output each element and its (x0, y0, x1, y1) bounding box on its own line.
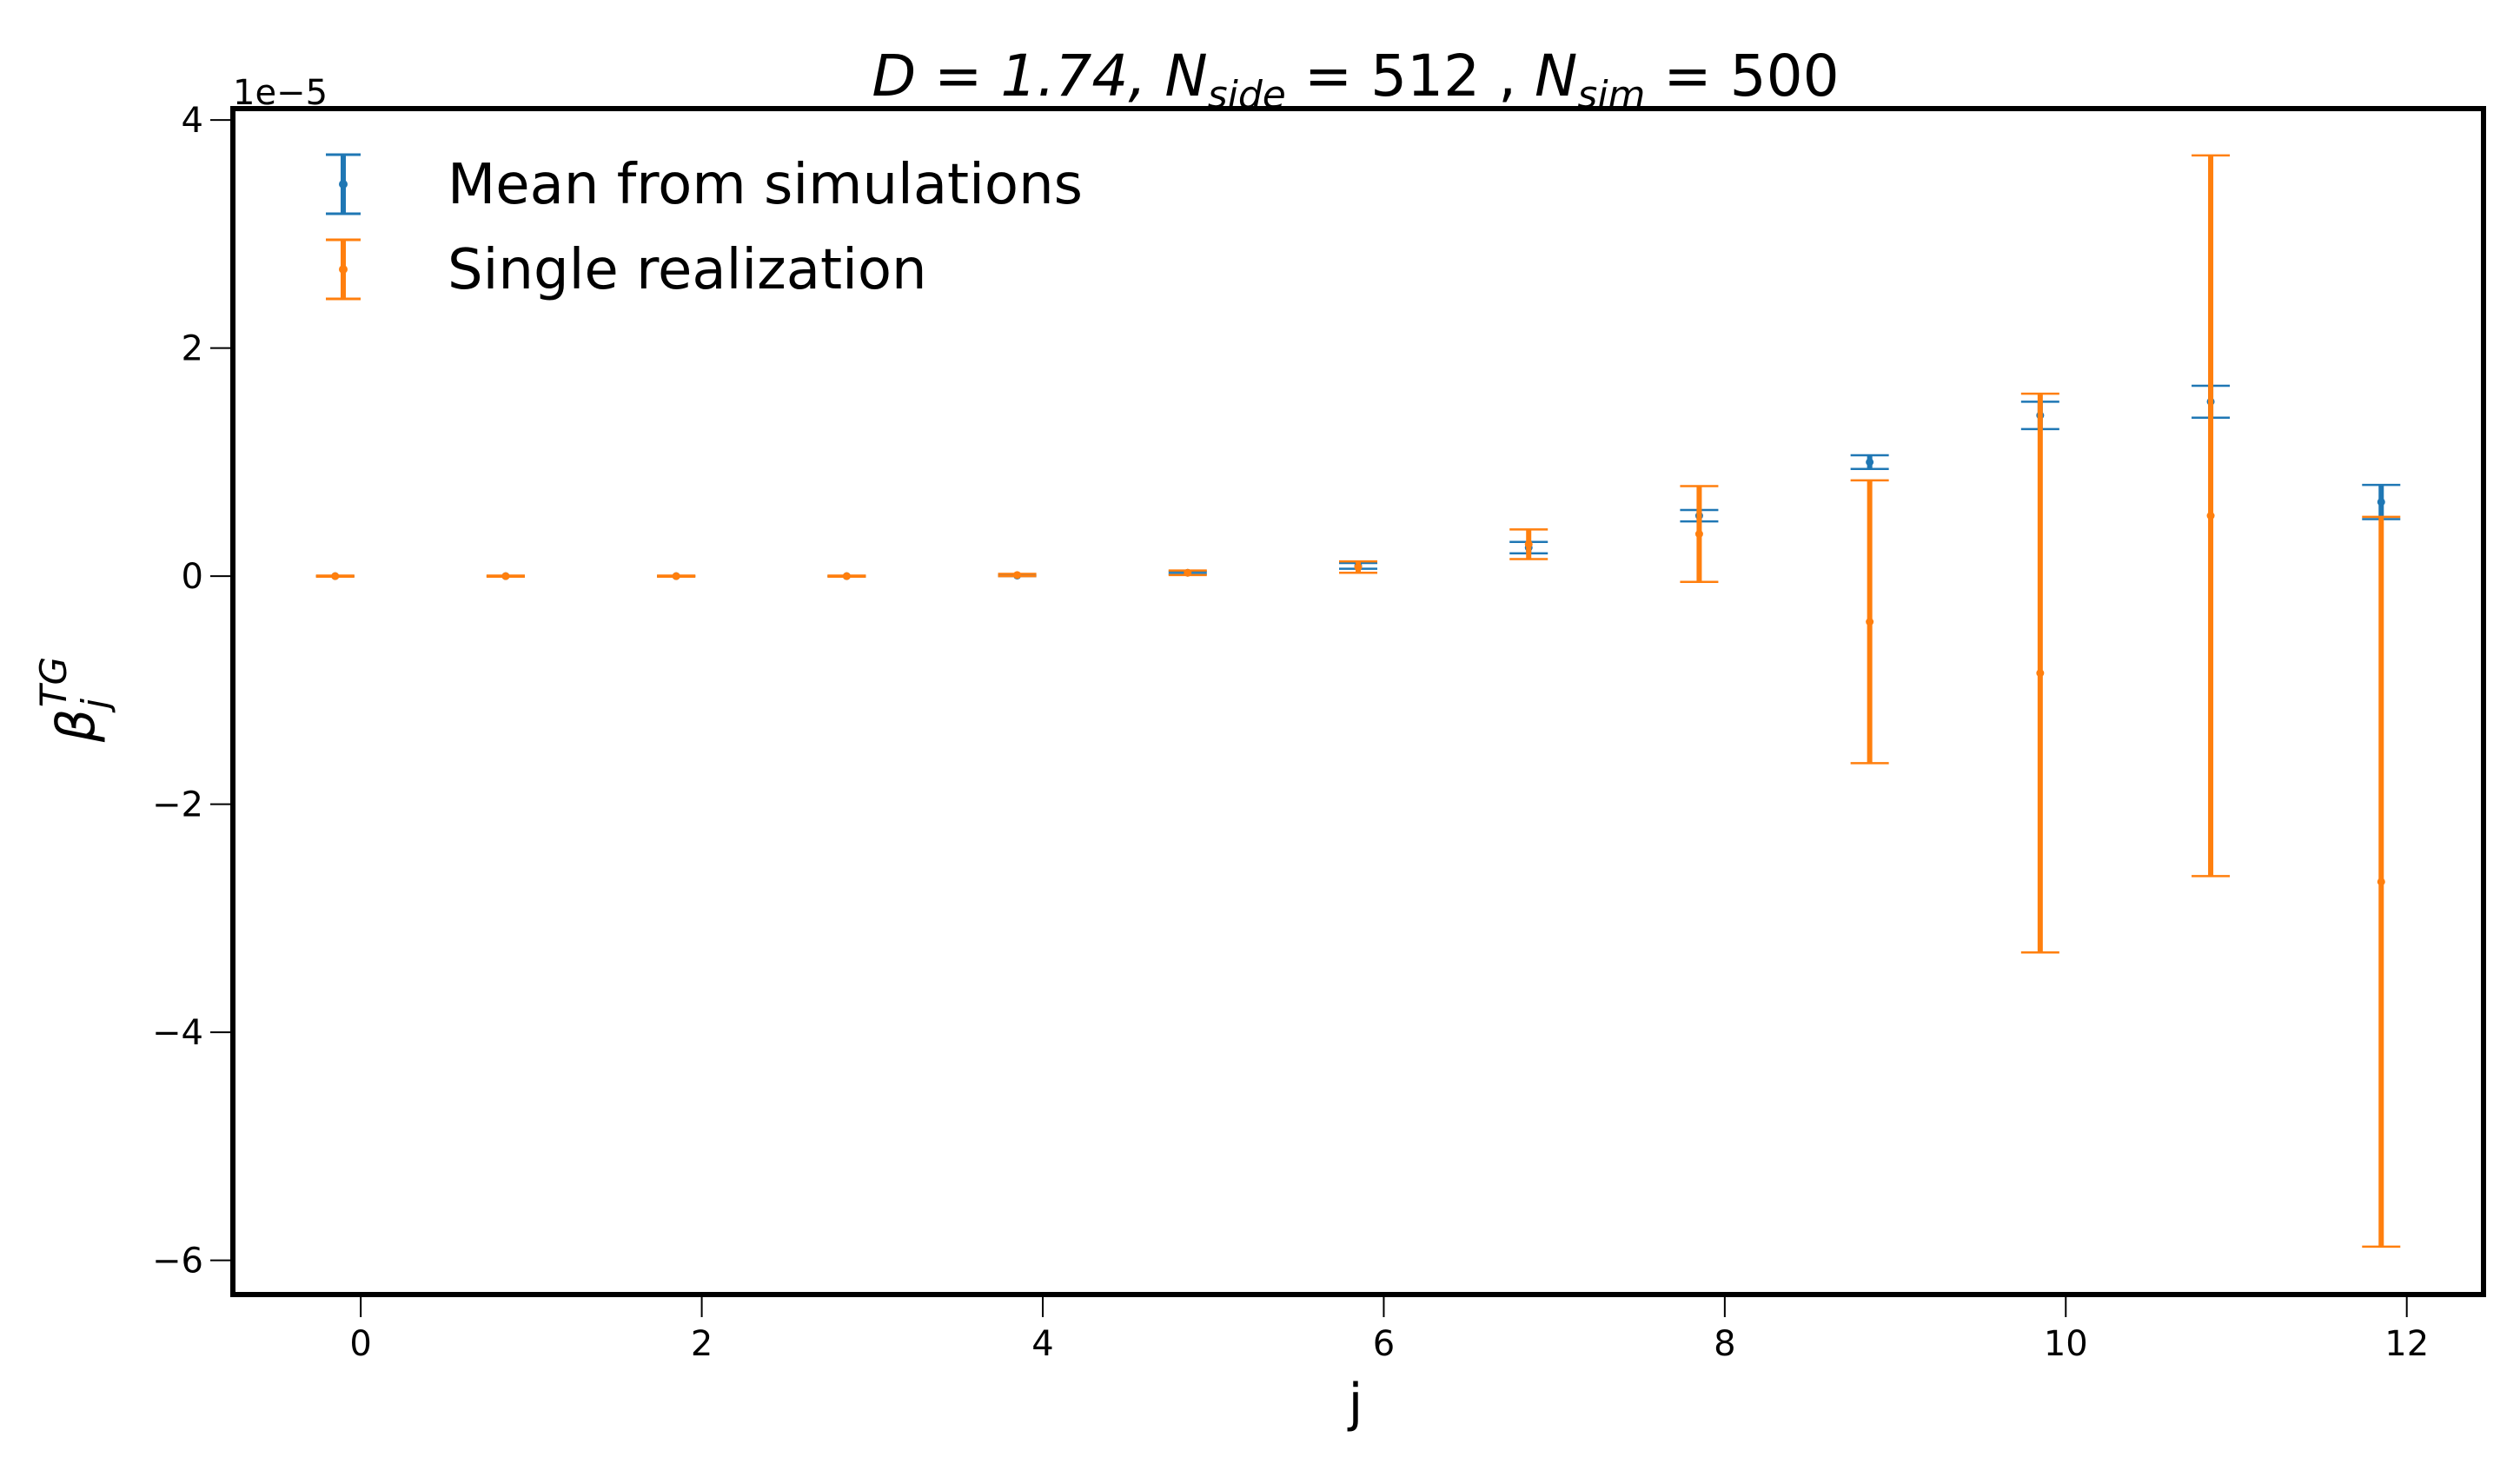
data-point (501, 572, 510, 580)
y-axis-ticks: −6 −4 −2 0 2 4 (152, 101, 230, 1282)
x-tick-label: 0 (349, 1324, 371, 1364)
legend-label-single: Single realization (448, 238, 927, 302)
y-tick-label: 2 (182, 329, 203, 369)
data-point (2206, 512, 2215, 520)
y-tick-label: 4 (182, 101, 203, 141)
data-point (2036, 669, 2045, 678)
x-tick-label: 12 (2384, 1324, 2429, 1364)
x-tick-label: 8 (1714, 1324, 1735, 1364)
x-tick-label: 4 (1031, 1324, 1053, 1364)
y-tick-label: −2 (152, 785, 203, 825)
legend-label-mean: Mean from simulations (448, 153, 1083, 217)
error-bar-series (315, 154, 2401, 1248)
data-point (1524, 540, 1533, 548)
data-point (2377, 498, 2385, 507)
series-mean (315, 384, 2401, 580)
data-point (2377, 878, 2385, 886)
data-point (1013, 571, 1022, 580)
x-axis-ticks: 0 2 4 6 8 10 12 (349, 1297, 2429, 1364)
y-tick-label: −4 (152, 1013, 203, 1053)
legend: Mean from simulations Single realization (326, 153, 1083, 302)
x-tick-label: 10 (2044, 1324, 2088, 1364)
data-point (1354, 563, 1363, 572)
x-tick-label: 6 (1373, 1324, 1395, 1364)
chart-title: D = 1.74, Nside = 512 , Nsim = 500 (872, 43, 1839, 117)
legend-item-mean: Mean from simulations (326, 153, 1083, 217)
y-axis-label: βjTG (32, 657, 116, 743)
y-tick-label: 0 (182, 557, 203, 597)
data-point (1866, 618, 1874, 626)
series-single (315, 154, 2401, 1248)
y-tick-label: −6 (152, 1242, 203, 1282)
data-point (842, 572, 851, 580)
legend-item-single: Single realization (326, 238, 927, 302)
data-point (331, 572, 340, 580)
data-point (1694, 530, 1703, 539)
x-tick-label: 2 (691, 1324, 713, 1364)
data-point (1866, 458, 1874, 467)
axes-frame (230, 106, 2486, 1297)
data-point (672, 572, 680, 580)
x-axis-label: j (1347, 1373, 1363, 1434)
data-point (1184, 568, 1192, 577)
